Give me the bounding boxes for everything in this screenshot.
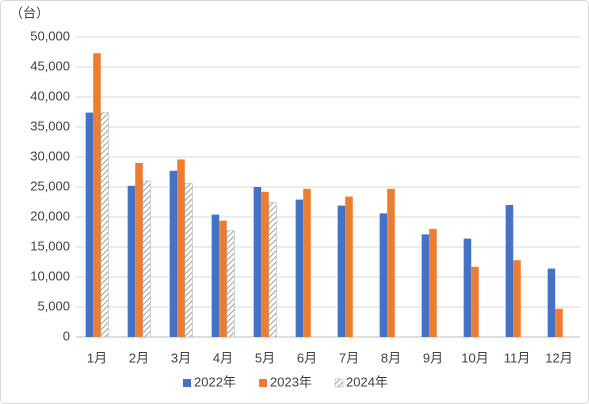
- bar: [513, 260, 521, 337]
- bar: [303, 188, 311, 337]
- x-tick-label: 11月: [504, 350, 531, 365]
- bar: [387, 188, 395, 337]
- bar: [547, 268, 556, 337]
- x-tick-label: 3月: [171, 350, 191, 365]
- legend-swatch: [183, 379, 191, 387]
- legend-label: 2023年: [270, 374, 312, 389]
- x-tick-label: 1月: [87, 350, 107, 365]
- x-tick-label: 10月: [461, 350, 488, 365]
- bar: [268, 202, 277, 338]
- bar: [345, 196, 353, 337]
- y-tick-label: 45,000: [30, 58, 70, 73]
- bar: [127, 185, 136, 337]
- bar: [253, 187, 262, 337]
- y-tick-label: 50,000: [30, 28, 70, 43]
- bar: [169, 170, 178, 337]
- x-tick-label: 8月: [381, 350, 401, 365]
- x-tick-label: 6月: [297, 350, 317, 365]
- y-tick-label: 10,000: [30, 268, 70, 283]
- y-tick-label: 15,000: [30, 238, 70, 253]
- bar: [226, 230, 235, 338]
- bar: [429, 229, 437, 337]
- legend-label: 2024年: [346, 374, 388, 389]
- bar: [463, 238, 472, 337]
- bar: [177, 159, 185, 337]
- x-tick-label: 7月: [339, 350, 359, 365]
- y-tick-label: 20,000: [30, 208, 70, 223]
- x-tick-label: 2月: [129, 350, 149, 365]
- bar: [184, 183, 193, 338]
- bar: [379, 213, 388, 337]
- y-unit: （台）: [10, 5, 49, 20]
- bar: [505, 205, 514, 337]
- y-tick-label: 0: [63, 328, 70, 343]
- bar: [93, 53, 101, 337]
- bar: [85, 112, 94, 337]
- y-tick-label: 30,000: [30, 148, 70, 163]
- bar: [555, 308, 563, 337]
- y-tick-label: 40,000: [30, 88, 70, 103]
- x-tick-label: 9月: [423, 350, 443, 365]
- legend-swatch: [259, 379, 267, 387]
- bar: [211, 214, 220, 337]
- bar: [471, 266, 479, 337]
- x-tick-label: 12月: [545, 350, 572, 365]
- bar: [219, 220, 227, 337]
- bar: [135, 163, 143, 337]
- y-tick-label: 5,000: [37, 298, 70, 313]
- bar: [295, 199, 304, 337]
- legend-swatch: [334, 378, 344, 388]
- bar: [421, 234, 430, 337]
- bar: [142, 180, 151, 338]
- bar: [337, 205, 346, 337]
- y-tick-label: 35,000: [30, 118, 70, 133]
- legend-label: 2022年: [194, 374, 236, 389]
- bar: [100, 112, 109, 338]
- x-tick-label: 5月: [255, 350, 275, 365]
- y-tick-label: 25,000: [30, 178, 70, 193]
- x-tick-label: 4月: [213, 350, 233, 365]
- bar: [261, 191, 269, 337]
